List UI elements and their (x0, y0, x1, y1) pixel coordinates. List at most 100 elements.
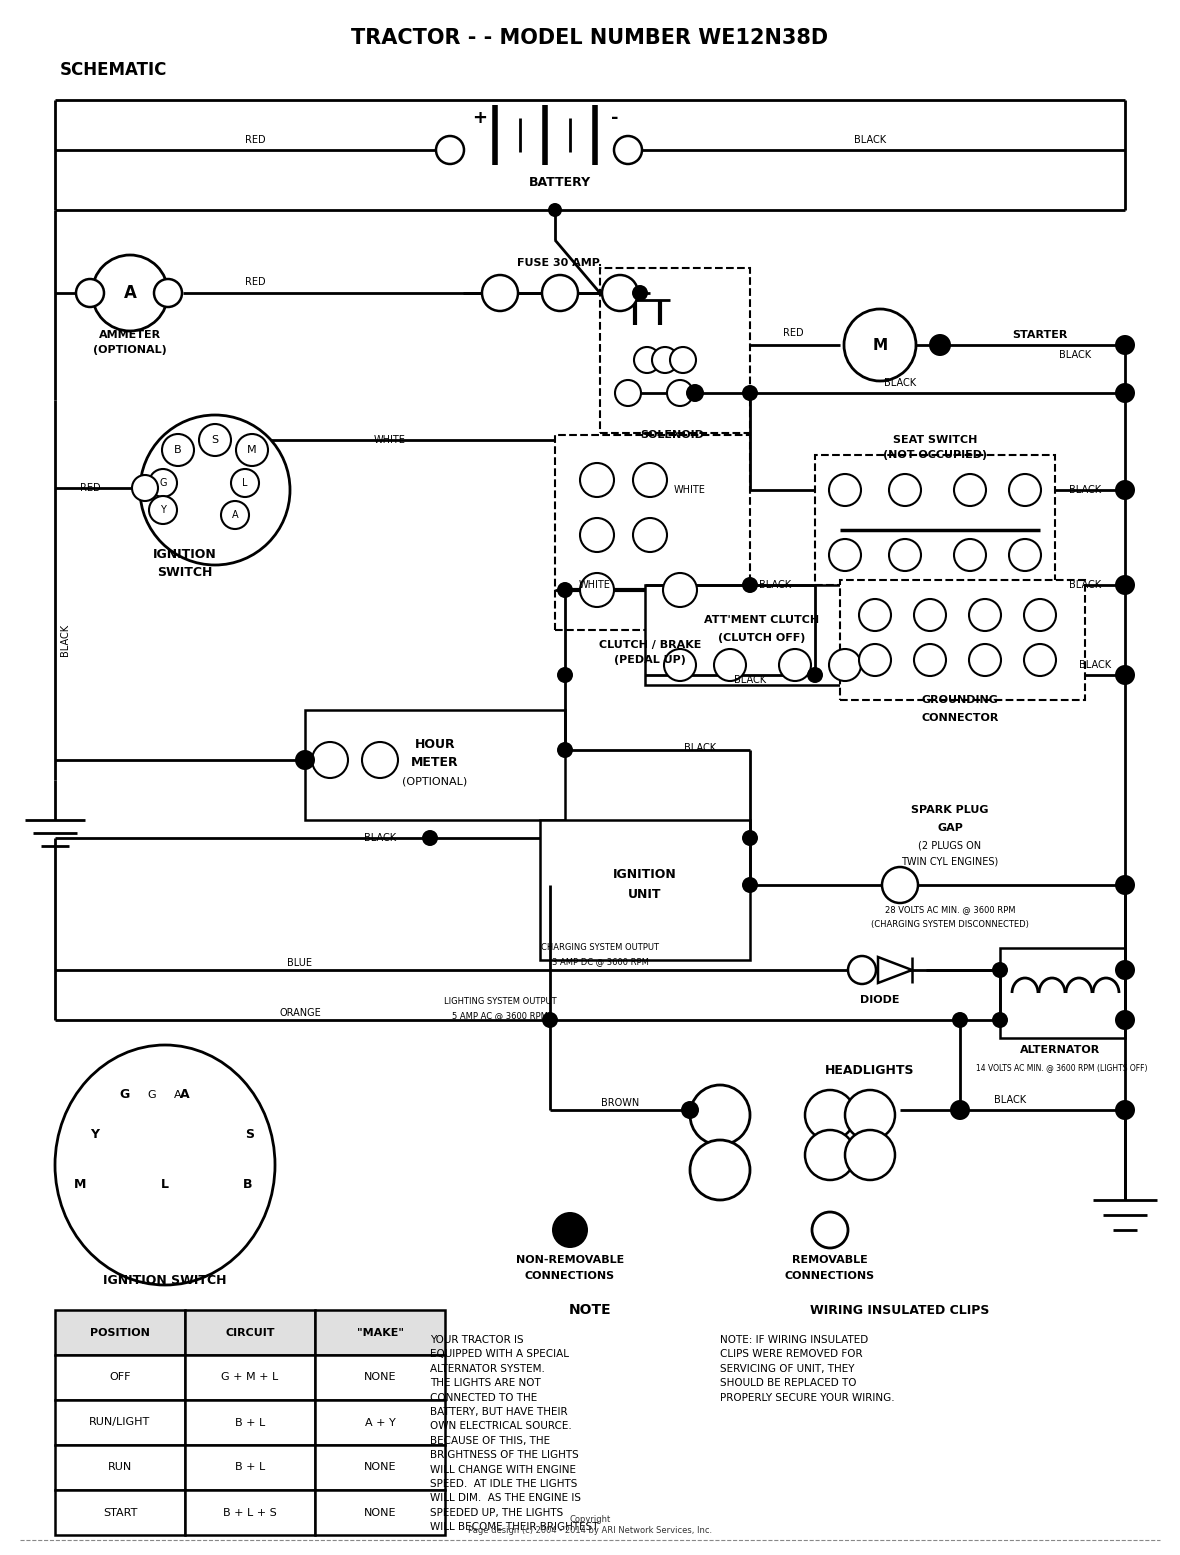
Text: ATT'MENT CLUTCH: ATT'MENT CLUTCH (704, 614, 820, 625)
Circle shape (76, 278, 104, 306)
Text: TRACTOR - - MODEL NUMBER WE12N38D: TRACTOR - - MODEL NUMBER WE12N38D (352, 28, 828, 48)
Circle shape (435, 135, 464, 163)
Circle shape (149, 496, 177, 524)
Text: NONE: NONE (363, 1507, 396, 1518)
Text: (OPTIONAL): (OPTIONAL) (93, 345, 166, 355)
Circle shape (557, 667, 573, 683)
Text: START: START (103, 1507, 137, 1518)
Text: S: S (245, 1129, 255, 1141)
Text: A: A (175, 1090, 182, 1099)
Circle shape (742, 386, 758, 401)
Circle shape (149, 470, 177, 498)
Circle shape (236, 434, 268, 466)
Text: B: B (175, 445, 182, 456)
Text: STARTER: STARTER (1012, 330, 1068, 341)
Text: NOTE: IF WIRING INSULATED
CLIPS WERE REMOVED FOR
SERVICING OF UNIT, THEY
SHOULD : NOTE: IF WIRING INSULATED CLIPS WERE REM… (720, 1336, 894, 1403)
Bar (840, 580, 1084, 700)
Text: CIRCUIT: CIRCUIT (225, 1328, 275, 1337)
Text: WHITE: WHITE (674, 485, 706, 494)
Bar (315, 1490, 445, 1535)
Text: BLACK: BLACK (734, 675, 766, 686)
Bar (55, 1400, 185, 1445)
Bar (815, 456, 1055, 585)
Text: BLACK: BLACK (884, 378, 916, 389)
Text: NON-REMOVABLE: NON-REMOVABLE (516, 1255, 624, 1266)
Circle shape (714, 648, 746, 681)
Text: Y: Y (91, 1129, 99, 1141)
Circle shape (542, 275, 578, 311)
Circle shape (615, 379, 641, 406)
Text: ALTERNATOR: ALTERNATOR (1020, 1045, 1100, 1054)
Circle shape (231, 470, 258, 498)
Text: (CHARGING SYSTEM DISCONNECTED): (CHARGING SYSTEM DISCONNECTED) (871, 919, 1029, 928)
Circle shape (742, 830, 758, 846)
Text: POSITION: POSITION (90, 1328, 150, 1337)
Text: CONNECTIONS: CONNECTIONS (525, 1270, 615, 1281)
Text: RED: RED (782, 328, 804, 337)
Text: BLACK: BLACK (1079, 659, 1112, 670)
Circle shape (312, 742, 348, 778)
Text: LIGHTING SYSTEM OUTPUT: LIGHTING SYSTEM OUTPUT (444, 997, 556, 1006)
Bar (185, 1400, 315, 1445)
Circle shape (779, 648, 811, 681)
Text: RED: RED (80, 484, 100, 493)
Text: METER: METER (411, 756, 459, 770)
Circle shape (848, 956, 876, 984)
Text: 5 AMP AC @ 3600 RPM: 5 AMP AC @ 3600 RPM (452, 1011, 548, 1020)
Bar (315, 1445, 445, 1490)
Bar (55, 1490, 185, 1535)
Circle shape (581, 518, 614, 552)
Circle shape (557, 742, 573, 757)
Circle shape (881, 868, 918, 903)
Circle shape (1115, 575, 1135, 596)
Circle shape (1115, 666, 1135, 686)
Bar (555, 435, 750, 630)
Circle shape (155, 278, 182, 306)
Circle shape (742, 577, 758, 592)
Text: 3 AMP DC @ 3600 RPM: 3 AMP DC @ 3600 RPM (551, 958, 649, 967)
Text: BATTERY: BATTERY (529, 176, 591, 188)
Polygon shape (878, 956, 912, 983)
Circle shape (602, 275, 638, 311)
Text: GAP: GAP (937, 823, 963, 833)
Text: A + Y: A + Y (365, 1418, 395, 1427)
Text: AMMETER: AMMETER (99, 330, 160, 341)
Circle shape (681, 1101, 699, 1120)
Circle shape (1009, 540, 1041, 571)
Circle shape (929, 334, 951, 356)
Bar (645, 585, 880, 686)
Text: G: G (159, 477, 166, 488)
Bar (315, 1354, 445, 1400)
Circle shape (552, 1211, 588, 1249)
Circle shape (667, 379, 693, 406)
Circle shape (952, 1012, 968, 1028)
Circle shape (914, 644, 946, 676)
Text: -: - (611, 109, 618, 128)
Text: L: L (242, 477, 248, 488)
Circle shape (889, 474, 922, 505)
Bar (540, 819, 750, 959)
Text: M: M (74, 1179, 86, 1191)
Bar (55, 1309, 185, 1354)
Bar (999, 949, 1125, 1039)
Bar (150, 1180, 205, 1194)
Text: G: G (148, 1090, 156, 1099)
Text: Copyright
Page design (c) 2004 - 2014 by ARI Network Services, Inc.: Copyright Page design (c) 2004 - 2014 by… (468, 1515, 712, 1535)
Text: SCHEMATIC: SCHEMATIC (60, 61, 168, 79)
Text: (CLUTCH OFF): (CLUTCH OFF) (719, 633, 806, 644)
Circle shape (481, 275, 518, 311)
Text: BLUE: BLUE (288, 958, 313, 969)
Text: FUSE 30 AMP.: FUSE 30 AMP. (518, 258, 603, 267)
Text: REMOVABLE: REMOVABLE (792, 1255, 867, 1266)
Bar (315, 1400, 445, 1445)
Text: RUN: RUN (107, 1463, 132, 1473)
Text: OFF: OFF (110, 1373, 131, 1382)
Bar (185, 1354, 315, 1400)
Text: (NOT OCCUPIED): (NOT OCCUPIED) (883, 449, 986, 460)
Text: RED: RED (244, 277, 266, 288)
Text: 28 VOLTS AC MIN. @ 3600 RPM: 28 VOLTS AC MIN. @ 3600 RPM (885, 905, 1015, 914)
Circle shape (859, 599, 891, 631)
Bar (185, 1140, 245, 1154)
Circle shape (950, 1099, 970, 1120)
Text: A: A (124, 285, 137, 302)
